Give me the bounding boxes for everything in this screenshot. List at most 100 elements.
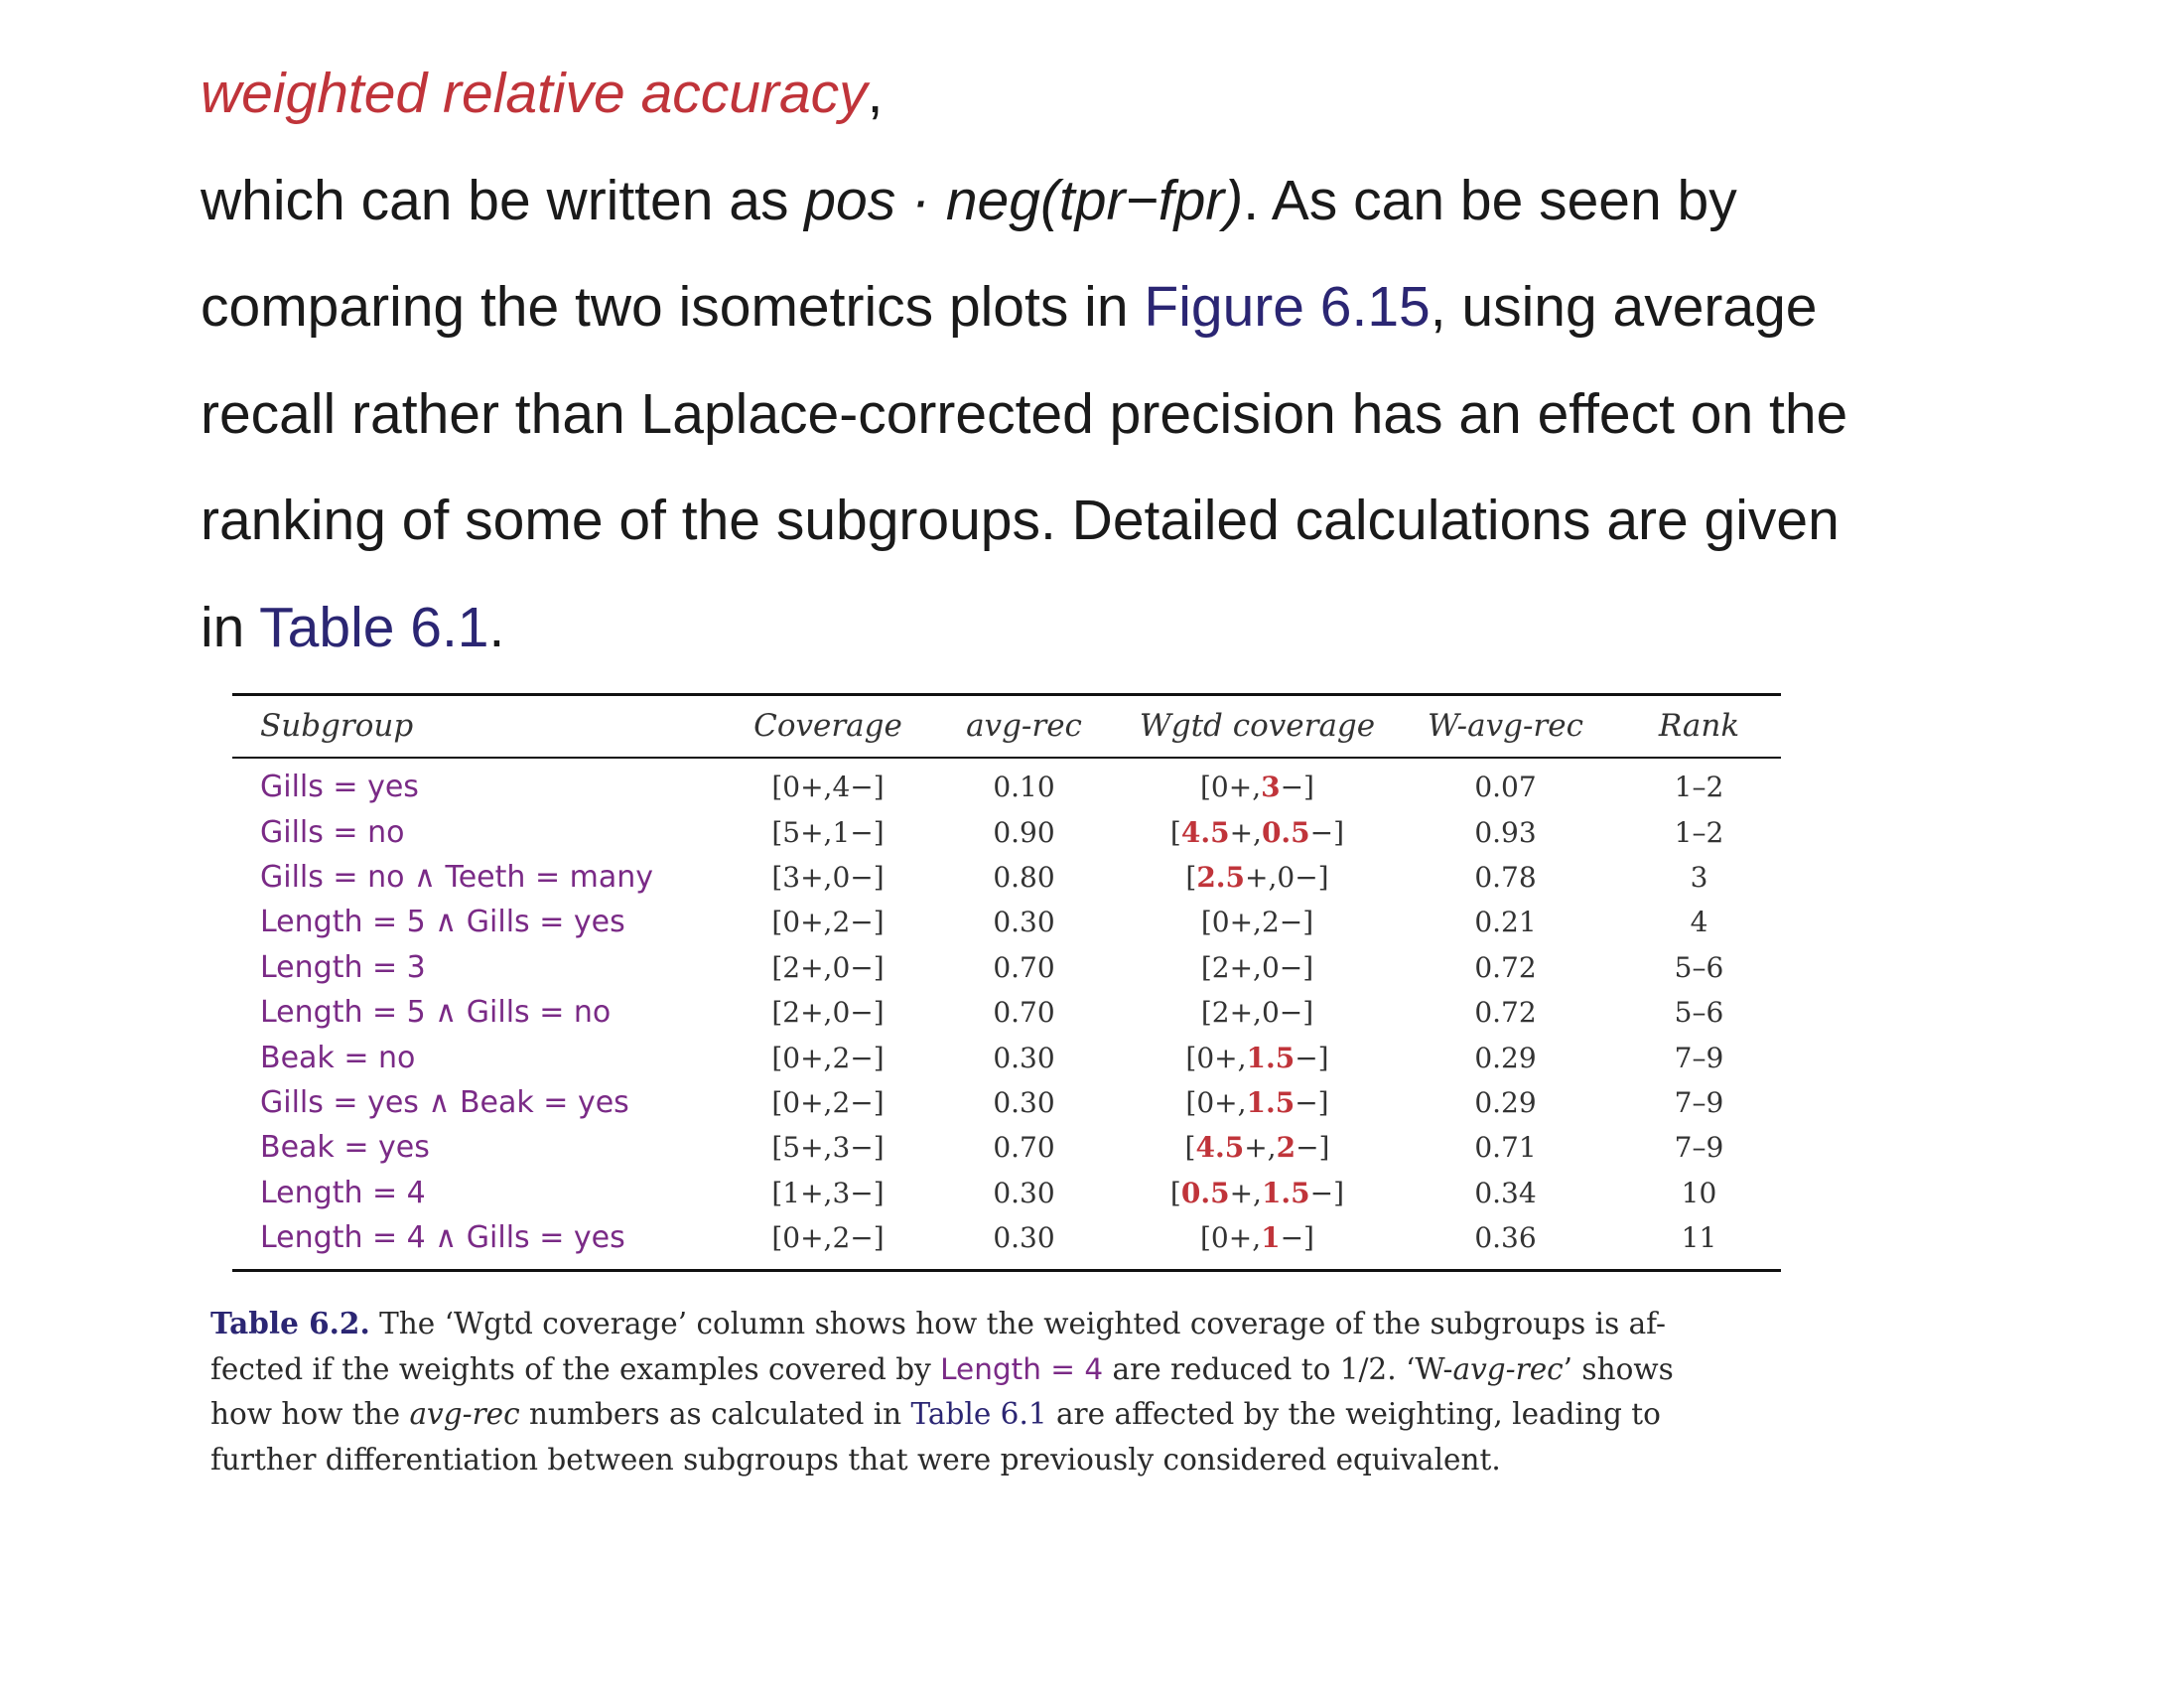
key-term: weighted relative accuracy	[201, 62, 868, 125]
table-header-row: Subgroup Coverage avg-rec Wgtd coverage …	[232, 695, 1781, 757]
table-row: Length = 4 [1+,3−] 0.30 [0.5+,1.5−] 0.34 10	[232, 1171, 1781, 1215]
paragraph-line-1: weighted relative accuracy,	[201, 58, 2047, 129]
wgtd-part: −]	[1280, 771, 1314, 804]
rank-cell: 4	[1690, 906, 1708, 939]
rank-cell: 10	[1681, 1176, 1717, 1209]
subgroup-table: Subgroup Coverage avg-rec Wgtd coverage …	[232, 695, 1781, 1260]
wgtd-part: [	[1185, 860, 1197, 894]
table-row: Length = 5 ∧ Gills = yes [0+,2−] 0.30 [0+,2…	[232, 900, 1781, 944]
avg-rec-cell: 0.30	[993, 906, 1055, 939]
wgtd-part: −]	[1309, 1176, 1345, 1209]
avg-rec-cell: 0.70	[993, 996, 1055, 1030]
coverage-cell: [0+,2−]	[771, 1041, 885, 1074]
text: in	[201, 596, 260, 659]
wgtd-coverage-cell: [0+,2−]	[1200, 906, 1314, 939]
text: .	[488, 596, 505, 659]
w-avg-rec-cell: 0.29	[1474, 1085, 1537, 1119]
wgtd-part: +,0−]	[1245, 860, 1329, 894]
w-avg-rec-cell: 0.71	[1474, 1131, 1537, 1165]
wgtd-coverage-cell: [0+,3−]	[1121, 757, 1394, 809]
coverage-cell: [1+,3−]	[771, 1176, 885, 1209]
text: , using average	[1430, 275, 1818, 339]
table-top-rule	[232, 693, 1781, 696]
paragraph-line-2: which can be written as pos · neg(tpr−fp…	[201, 165, 2047, 236]
rank-cell: 5–6	[1674, 950, 1724, 984]
caption-table-link[interactable]: Table 6.1	[910, 1397, 1047, 1431]
wgtd-part: +,	[1244, 1131, 1277, 1165]
avg-rec-cell: 0.80	[993, 860, 1055, 894]
wgtd-part: [0+,	[1185, 1085, 1247, 1119]
header-rank: Rank	[1658, 708, 1740, 744]
caption-line-4: further differentiation between subgroup…	[210, 1442, 1501, 1477]
table-row: Gills = no [5+,1−] 0.90 [4.5+,0.5−] 0.93 1–2	[232, 809, 1781, 854]
rank-cell: 7–9	[1674, 1131, 1724, 1165]
coverage-cell: [2+,0−]	[771, 996, 885, 1030]
wgtd-coverage-cell: [4.5+,0.5−]	[1121, 809, 1394, 854]
table-row: Length = 3 [2+,0−] 0.70 [2+,0−] 0.72 5–6	[232, 945, 1781, 990]
table-bottom-rule	[232, 1269, 1781, 1272]
subgroup-cell: Beak = yes	[260, 1130, 430, 1166]
wgtd-part: [0+,	[1185, 1041, 1247, 1074]
subgroup-cell: Gills = yes	[260, 770, 419, 805]
wgtd-part: 4.5	[1180, 815, 1230, 849]
avg-rec-cell: 0.30	[993, 1085, 1055, 1119]
subgroup-cell: Gills = no	[260, 814, 405, 850]
wgtd-part: [	[1169, 815, 1181, 849]
text: avg-rec	[409, 1397, 520, 1431]
header-wgtd-coverage: Wgtd coverage	[1139, 708, 1376, 744]
text: ,	[867, 62, 884, 125]
caption-line-1: Table 6.2. The ‘Wgtd coverage’ column sh…	[210, 1301, 1839, 1347]
subgroup-cell: Length = 5 ∧ Gills = yes	[260, 905, 625, 940]
wgtd-coverage-cell: [2+,0−]	[1200, 950, 1314, 984]
wgtd-part: 0.5	[1180, 1176, 1230, 1209]
table-row: Length = 4 ∧ Gills = yes [0+,2−] 0.30 [0+,1…	[232, 1215, 1781, 1260]
wgtd-part: [0+,	[1200, 771, 1262, 804]
wgtd-coverage-cell: [0+,1.5−]	[1121, 1080, 1394, 1125]
subgroup-cell: Length = 4	[260, 1175, 426, 1210]
wgtd-part: [	[1169, 1176, 1181, 1209]
coverage-cell: [2+,0−]	[771, 950, 885, 984]
text: comparing the two isometrics plots in	[201, 275, 1145, 339]
text: ’ shows	[1563, 1351, 1674, 1386]
w-avg-rec-cell: 0.93	[1474, 815, 1537, 849]
text: . As can be seen by	[1243, 169, 1737, 232]
caption-expression: Length = 4	[940, 1351, 1104, 1386]
w-avg-rec-cell: 0.36	[1474, 1221, 1537, 1255]
header-coverage: Coverage	[753, 708, 902, 744]
caption-line-3: how how the avg-rec numbers as calculate…	[210, 1392, 1839, 1438]
table-row: Beak = no [0+,2−] 0.30 [0+,1.5−] 0.29 7–9	[232, 1035, 1781, 1079]
wgtd-part: +,	[1229, 815, 1262, 849]
wgtd-part: −]	[1309, 815, 1345, 849]
wgtd-part: 1	[1261, 1221, 1281, 1255]
subgroup-cell: Beak = no	[260, 1040, 416, 1075]
wgtd-part: 2.5	[1196, 860, 1246, 894]
text: The ‘Wgtd coverage’ column shows how the…	[369, 1307, 1667, 1340]
wgtd-part: −]	[1296, 1131, 1330, 1165]
text: are reduced to 1/2. ‘W-	[1103, 1351, 1453, 1386]
subgroup-cell: Gills = no ∧ Teeth = many	[260, 859, 653, 895]
figure-link[interactable]: Figure 6.15	[1144, 275, 1431, 339]
paragraph-line-4: recall rather than Laplace-corrected pre…	[201, 382, 1848, 446]
wgtd-part: [	[1184, 1131, 1196, 1165]
wgtd-part: −]	[1295, 1041, 1329, 1074]
paragraph-line-3: comparing the two isometrics plots in Fi…	[201, 271, 2047, 343]
wgtd-part: −]	[1295, 1085, 1329, 1119]
coverage-cell: [5+,1−]	[771, 815, 885, 849]
coverage-cell: [3+,0−]	[771, 860, 885, 894]
wgtd-coverage-cell: [0+,1−]	[1121, 1215, 1394, 1260]
avg-rec-cell: 0.70	[993, 1131, 1055, 1165]
table-row: Beak = yes [5+,3−] 0.70 [4.5+,2−] 0.71 7–9	[232, 1125, 1781, 1170]
w-avg-rec-cell: 0.72	[1474, 950, 1537, 984]
rank-cell: 11	[1681, 1221, 1717, 1255]
coverage-cell: [0+,4−]	[771, 771, 885, 804]
avg-rec-cell: 0.90	[993, 815, 1055, 849]
table-caption: Table 6.2. The ‘Wgtd coverage’ column sh…	[210, 1301, 1839, 1482]
coverage-cell: [5+,3−]	[771, 1131, 885, 1165]
rank-cell: 5–6	[1674, 996, 1724, 1030]
wgtd-coverage-cell: [0+,1.5−]	[1121, 1035, 1394, 1079]
table-link[interactable]: Table 6.1	[259, 596, 489, 659]
subgroup-cell: Gills = yes ∧ Beak = yes	[260, 1084, 629, 1120]
subgroup-cell: Length = 3	[260, 949, 426, 985]
table-header-rule	[232, 757, 1781, 759]
